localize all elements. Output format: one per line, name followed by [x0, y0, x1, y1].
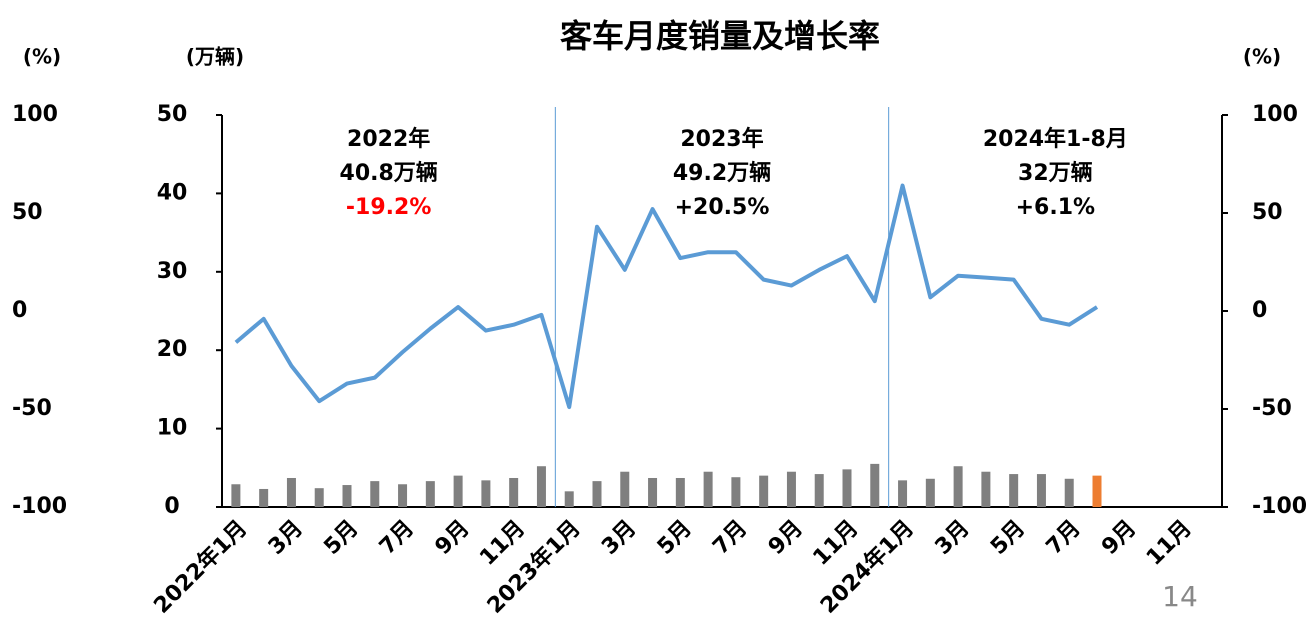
x-tick-label: 11月: [1142, 516, 1197, 571]
y-tick-label: 0: [164, 494, 179, 519]
bar: [564, 491, 574, 507]
bar: [675, 477, 685, 507]
bar: [425, 481, 435, 507]
x-tick-label: 7月: [708, 516, 752, 560]
y2-axis-label-left: (%): [23, 45, 61, 69]
bar: [1009, 474, 1019, 507]
y2-tick-label-left: -50: [12, 396, 52, 421]
bar: [370, 481, 380, 507]
bar: [1092, 475, 1102, 507]
bar: [648, 477, 658, 507]
bar: [259, 488, 269, 507]
bar: [231, 484, 241, 507]
x-tick-label: 2022年1月: [149, 515, 253, 619]
y2-tick-label-right: 0: [1252, 298, 1267, 323]
x-tick-label: 7月: [1042, 516, 1086, 560]
bar: [1064, 478, 1074, 507]
page-number: 14: [1162, 580, 1198, 613]
bar: [286, 477, 296, 507]
y2-tick-label-right: 100: [1252, 102, 1298, 127]
annotation-growth: -19.2%: [346, 195, 431, 220]
annotation-year: 2024年1-8月: [983, 126, 1128, 152]
annotation-growth: +6.1%: [1016, 195, 1095, 220]
annotation-total: 32万辆: [1018, 160, 1093, 186]
y-tick-label: 50: [157, 102, 188, 127]
y2-tick-label-left: 0: [12, 298, 27, 323]
annotation-year: 2022年: [347, 126, 430, 152]
x-tick-label: 5月: [653, 516, 697, 560]
y2-tick-label-right: 50: [1252, 200, 1283, 225]
bar: [842, 469, 852, 507]
y2-tick-label-right: -100: [1252, 494, 1307, 519]
bar: [509, 477, 519, 507]
y2-axis-label-right: (%): [1243, 45, 1281, 69]
bar: [814, 474, 824, 507]
bar: [453, 475, 463, 507]
x-tick-label: 9月: [431, 516, 475, 560]
bar: [898, 480, 908, 507]
bar: [342, 485, 352, 507]
bar: [481, 480, 491, 507]
y2-tick-label-left: 50: [12, 200, 43, 225]
bar: [759, 475, 769, 507]
bar: [953, 466, 963, 507]
bar: [620, 471, 630, 507]
bar: [536, 466, 546, 507]
chart-title: 客车月度销量及增长率: [560, 17, 880, 55]
y-tick-label: 20: [157, 337, 188, 362]
x-tick-label: 3月: [264, 516, 308, 560]
y2-tick-label-right: -50: [1252, 396, 1292, 421]
bar: [870, 463, 880, 507]
bar: [925, 478, 935, 507]
growth-line: [234, 183, 1099, 410]
x-tick-label: 3月: [597, 516, 641, 560]
x-tick-label: 9月: [764, 516, 808, 560]
annotation-year: 2023年: [680, 126, 763, 152]
x-tick-label: 9月: [1097, 516, 1141, 560]
y2-tick-label-left: -100: [12, 494, 67, 519]
y2-tick-label-left: 100: [12, 102, 58, 127]
bar: [592, 481, 602, 507]
bar: [731, 477, 741, 507]
x-tick-label: 5月: [986, 516, 1030, 560]
bar: [398, 484, 408, 507]
bar: [314, 488, 324, 507]
y-axis-label: (万辆): [186, 45, 244, 69]
bar: [703, 471, 713, 507]
y-tick-label: 10: [157, 416, 188, 441]
bar: [981, 471, 991, 507]
annotation-growth: +20.5%: [675, 195, 770, 220]
x-tick-label: 5月: [319, 516, 363, 560]
x-tick-label: 3月: [931, 516, 975, 560]
bar: [1036, 474, 1046, 507]
y-tick-label: 30: [157, 259, 188, 284]
annotation-total: 40.8万辆: [340, 160, 438, 186]
bar: [786, 471, 796, 507]
y-tick-label: 40: [157, 180, 188, 205]
x-tick-label: 7月: [375, 516, 419, 560]
annotation-total: 49.2万辆: [673, 160, 771, 186]
